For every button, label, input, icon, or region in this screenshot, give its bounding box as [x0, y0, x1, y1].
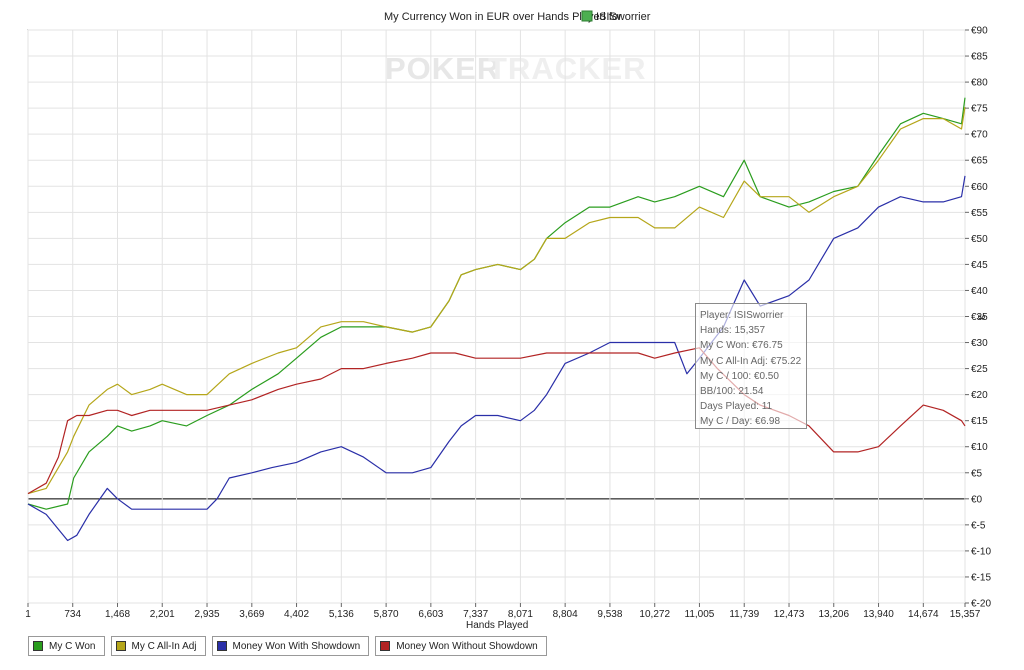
- x-axis-label: Hands Played: [466, 620, 528, 631]
- y-tick-label: €55: [971, 208, 988, 219]
- y-tick-label: €-15: [971, 572, 991, 583]
- y-tick-label: €60: [971, 182, 988, 193]
- x-tick-label: 13,206: [818, 609, 849, 620]
- legend-label: Money Won With Showdown: [232, 640, 361, 652]
- x-tick-label: 2,935: [195, 609, 220, 620]
- series-lines: [27, 97, 966, 542]
- x-tick-label: 5,136: [329, 609, 354, 620]
- legend-item-with-showdown[interactable]: Money Won With Showdown: [211, 636, 370, 656]
- series-line-money-won-without-showdown: [27, 347, 966, 495]
- x-axis-ticks: 1 734 1,468 2,201 2,935 3,669 4,402 5,136 5,870 6…: [25, 603, 981, 620]
- x-tick-label: 5,870: [374, 609, 399, 620]
- y-tick-label: €80: [971, 78, 988, 89]
- y-tick-label: €25: [971, 364, 988, 375]
- x-tick-label: 2,201: [150, 609, 175, 620]
- y-tick-label: €45: [971, 260, 988, 271]
- x-tick-label: 11,005: [685, 609, 715, 620]
- legend: My C Won My C All-In Adj Money Won With …: [28, 636, 547, 656]
- tooltip-allin-adj: My C All-In Adj: €75.22: [700, 355, 802, 367]
- series-line-my-c-all-in-adj: [27, 106, 966, 495]
- x-tick-label: 734: [64, 609, 81, 620]
- x-tick-label: 11,739: [729, 609, 759, 620]
- x-tick-label: 12,473: [774, 609, 805, 620]
- watermark-tracker: TRACKER: [488, 51, 647, 86]
- y-tick-label: €50: [971, 234, 988, 245]
- x-tick-label: 6,603: [418, 609, 443, 620]
- x-tick-label: 9,538: [597, 609, 622, 620]
- y-tick-label: €-5: [971, 520, 986, 531]
- y-tick-label: €15: [971, 416, 988, 427]
- tooltip-per-day: My C / Day: €6.98: [700, 416, 781, 428]
- y-tick-label: €30: [971, 338, 988, 349]
- legend-swatch: [380, 641, 391, 651]
- y-tick-label: €70: [971, 130, 988, 141]
- y-tick-label: €40: [971, 286, 988, 297]
- legend-item-all-in-adj[interactable]: My C All-In Adj: [110, 636, 206, 656]
- y-tick-label: €20: [971, 390, 988, 401]
- x-tick-label: 8,804: [553, 609, 578, 620]
- tooltip-hands: Hands: 15,357: [700, 325, 766, 337]
- grid-lines: [27, 29, 966, 604]
- y-axis-label: €: [977, 314, 988, 320]
- tooltip-per-100: My C / 100: €0.50: [700, 370, 779, 382]
- y-axis-ticks: €90 €85 €80 €75 €70 €65 €60 €55 €50 €45 €40 €35 €30 €…: [965, 26, 991, 610]
- legend-swatch: [115, 641, 126, 651]
- x-tick-label: 10,272: [639, 609, 670, 620]
- x-tick-label: 4,402: [284, 609, 309, 620]
- y-tick-label: €85: [971, 52, 988, 63]
- y-tick-label: €0: [971, 494, 983, 505]
- y-tick-label: €10: [971, 442, 988, 453]
- series-line-money-won-with-showdown: [27, 175, 966, 542]
- y-tick-label: €5: [971, 468, 983, 479]
- y-tick-label: €90: [971, 26, 988, 37]
- y-tick-label: €-20: [971, 599, 991, 610]
- y-tick-label: €75: [971, 104, 988, 115]
- legend-label: My C All-In Adj: [131, 640, 197, 652]
- legend-swatch: [33, 641, 43, 651]
- watermark-poker: POKER: [385, 51, 500, 86]
- legend-label: My C Won: [49, 640, 96, 652]
- x-tick-label: 3,669: [239, 609, 264, 620]
- x-tick-label: 1: [25, 609, 31, 620]
- x-tick-label: 13,940: [863, 609, 894, 620]
- x-tick-label: 1,468: [105, 609, 130, 620]
- x-tick-label: 15,357: [950, 609, 981, 620]
- chart-title: My Currency Won in EUR over Hands Played…: [384, 11, 622, 23]
- y-tick-label: €35: [971, 312, 988, 323]
- y-tick-label: €-10: [971, 546, 991, 557]
- x-tick-label: 8,071: [508, 609, 533, 620]
- data-tooltip: Player: ISISworrier Hands: 15,357 My C W…: [695, 303, 807, 429]
- y-tick-label: €65: [971, 156, 988, 167]
- tooltip-days: Days Played: 11: [700, 401, 773, 413]
- legend-swatch: [216, 641, 227, 651]
- x-tick-label: 7,337: [463, 609, 488, 620]
- x-tick-label: 14,674: [908, 609, 939, 620]
- legend-item-my-c-won[interactable]: My C Won: [28, 636, 105, 656]
- player-site-icon: [581, 10, 593, 22]
- tooltip-won: My C Won: €76.75: [700, 340, 783, 352]
- tooltip-player: Player: ISISworrier: [700, 310, 784, 321]
- chart-player-name: ISISworrier: [596, 11, 651, 23]
- legend-label: Money Won Without Showdown: [396, 640, 538, 652]
- tooltip-bb-100: BB/100: 21.54: [700, 385, 764, 397]
- legend-item-without-showdown[interactable]: Money Won Without Showdown: [375, 636, 547, 656]
